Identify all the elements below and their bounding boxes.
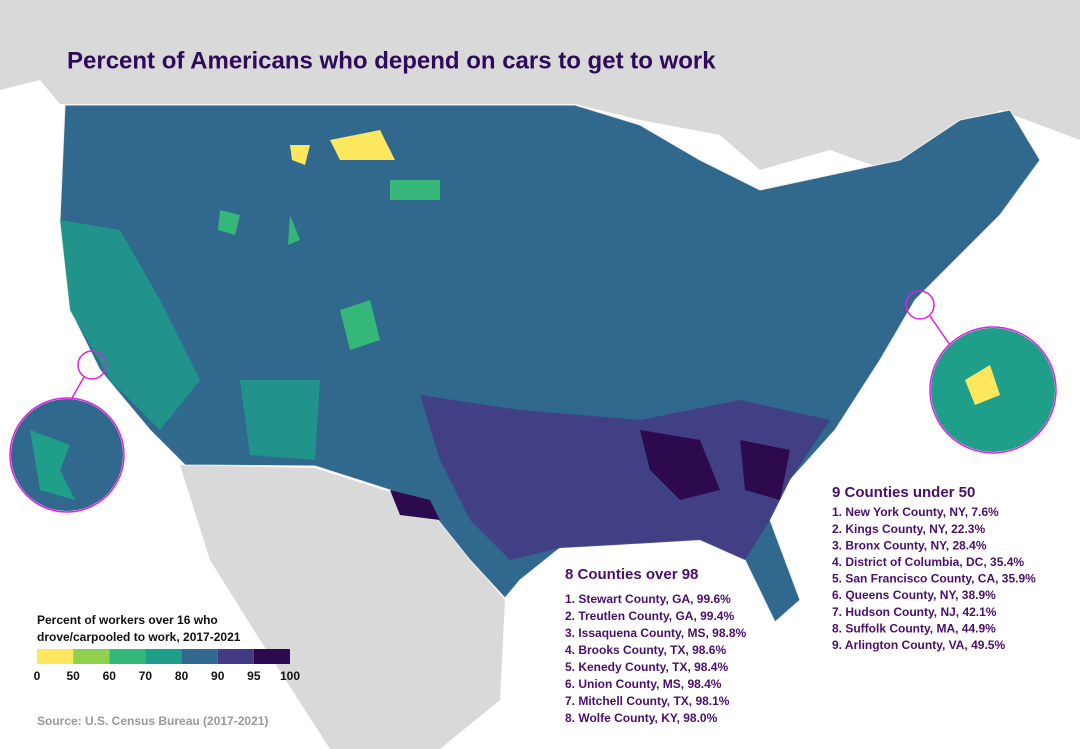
legend: 0 50 60 70 80 90 95 100 [34, 649, 300, 683]
county-lists: 8 Counties over 98 1. Stewart County, GA,… [565, 484, 1036, 725]
legend-title: Percent of workers over 16 who [37, 613, 218, 627]
title: Percent of Americans who depend on cars … [67, 47, 716, 74]
yellow-patch [290, 130, 395, 165]
legend-tick-label: 70 [139, 669, 153, 683]
legend-tick-label: 50 [66, 669, 80, 683]
list-item: 9. Arlington County, VA, 49.5% [832, 638, 1005, 652]
legend-tick-label: 0 [34, 669, 41, 683]
canada [0, 0, 1080, 175]
list-item: 6. Queens County, NY, 38.9% [832, 588, 996, 602]
list-item: 3. Issaquena County, MS, 98.8% [565, 626, 746, 640]
list-item: 5. Kenedy County, TX, 98.4% [565, 660, 728, 674]
sf-inset-land [30, 430, 75, 500]
list-item: 1. New York County, NY, 7.6% [832, 505, 999, 519]
legend-tick-label: 90 [211, 669, 225, 683]
mexico [180, 465, 505, 749]
dark-patch [390, 430, 790, 520]
list-item: 5. San Francisco County, CA, 35.9% [832, 572, 1036, 586]
source: Source: U.S. Census Bureau (2017-2021) [37, 714, 268, 728]
usa [59, 104, 1041, 623]
legend-swatch [217, 649, 254, 664]
list-item: 7. Mitchell County, TX, 98.1% [565, 694, 730, 708]
list-item: 3. Bronx County, NY, 28.4% [832, 538, 987, 552]
legend-swatch [145, 649, 182, 664]
list-item: 4. District of Columbia, DC, 35.4% [832, 555, 1024, 569]
legend-swatch [73, 649, 110, 664]
list-item: 6. Union County, MS, 98.4% [565, 677, 722, 691]
list-item: 2. Treutlen County, GA, 99.4% [565, 609, 734, 623]
list-item: 7. Hudson County, NJ, 42.1% [832, 605, 997, 619]
legend-swatch [109, 649, 146, 664]
list-heading: 8 Counties over 98 [565, 566, 698, 583]
legend-tick-label: 60 [103, 669, 117, 683]
list-item: 8. Suffolk County, MA, 44.9% [832, 621, 996, 635]
list-item: 1. Stewart County, GA, 99.6% [565, 592, 731, 606]
ny-inset-core [965, 365, 1000, 405]
list-heading: 9 Counties under 50 [832, 484, 975, 501]
legend-tick-label: 95 [247, 669, 261, 683]
legend-title: drove/carpooled to work, 2017-2021 [37, 630, 241, 644]
list-item: 8. Wolfe County, KY, 98.0% [565, 711, 718, 725]
inset-markers [9, 290, 1057, 513]
green-patch [218, 180, 440, 350]
legend-tick-label: 100 [280, 669, 300, 683]
legend-swatch [37, 649, 74, 664]
legend-tick-label: 80 [175, 669, 189, 683]
list-item: 4. Brooks County, TX, 98.6% [565, 643, 726, 657]
legend-swatch [253, 649, 290, 664]
south-region [420, 395, 830, 560]
legend-swatch [181, 649, 218, 664]
list-item: 2. Kings County, NY, 22.3% [832, 522, 985, 536]
teal-patch [60, 220, 320, 460]
